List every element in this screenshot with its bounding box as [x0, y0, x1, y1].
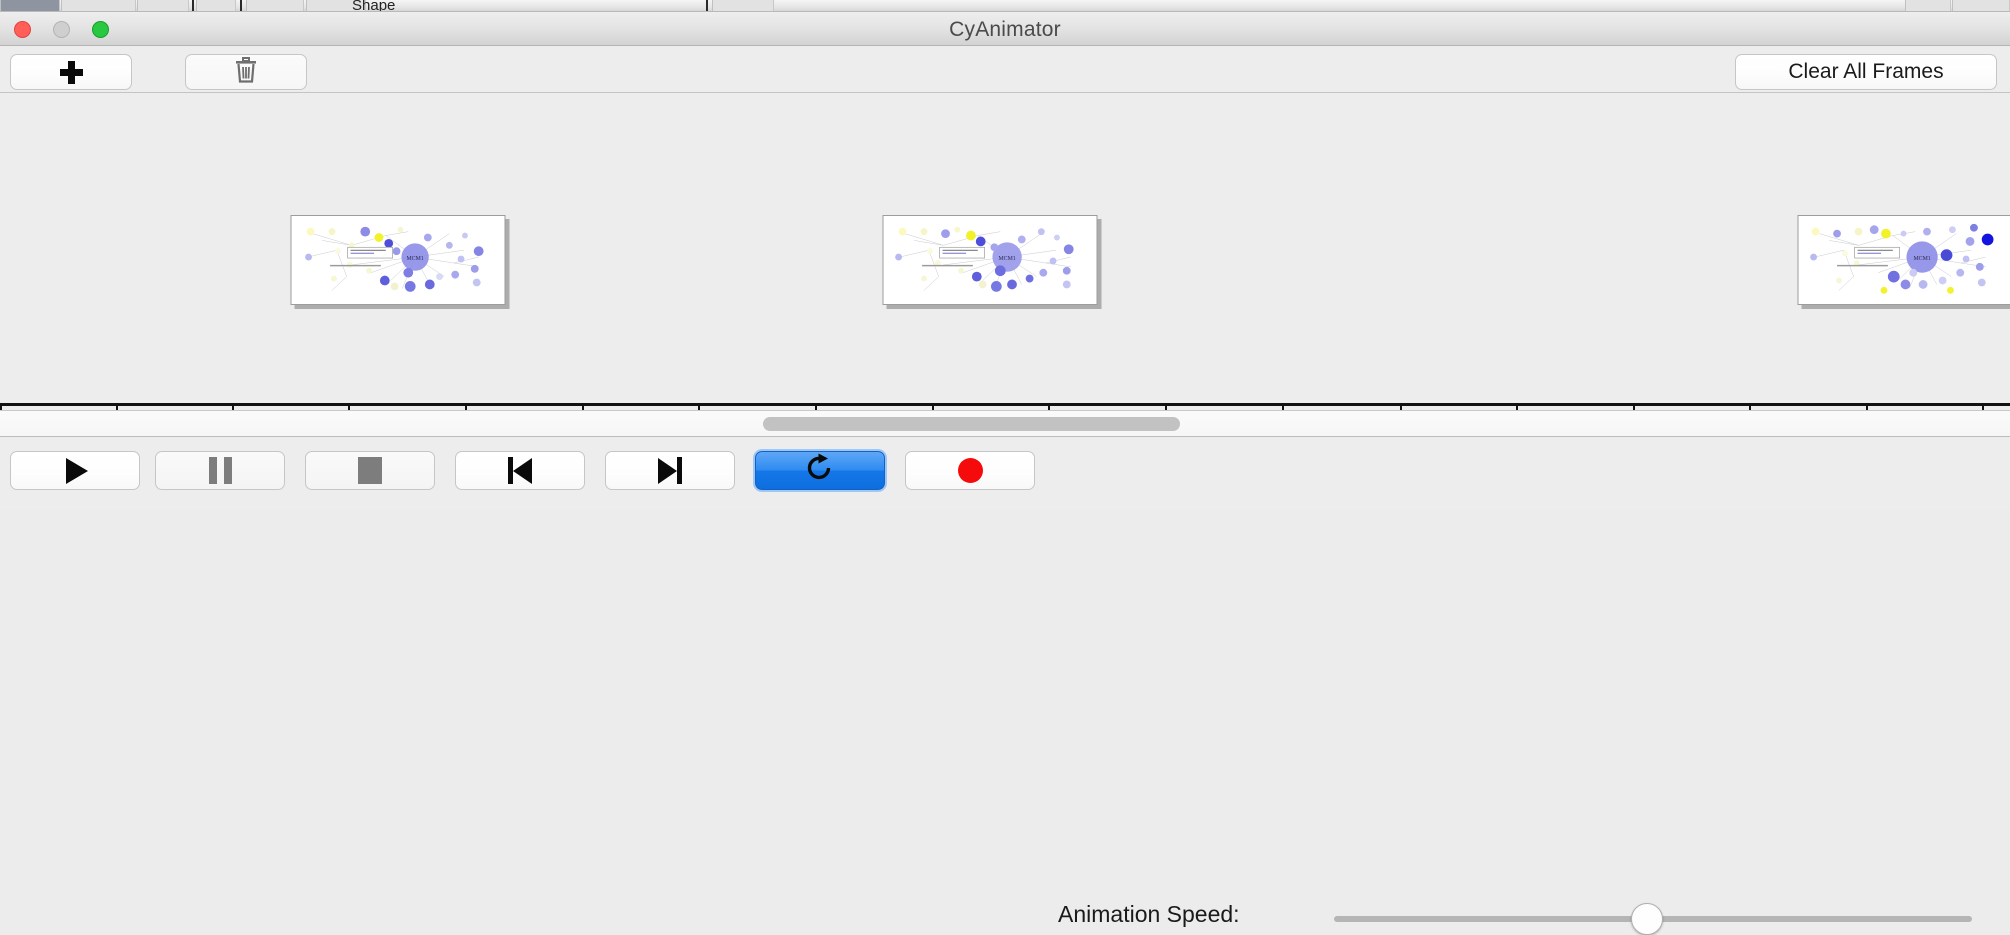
bg-window-tick: [706, 0, 708, 12]
animation-speed-slider[interactable]: [1334, 916, 1972, 922]
bg-window-segment: [712, 0, 774, 12]
bg-window-segment: [0, 0, 60, 12]
loop-icon: [804, 453, 836, 488]
timeline-axis: [0, 403, 2010, 406]
toolbar: Clear All Frames: [0, 46, 2010, 93]
stop-icon: [358, 457, 382, 484]
record-button[interactable]: [905, 451, 1035, 490]
horizontal-scrollbar[interactable]: [0, 411, 2010, 437]
bg-window-tick: [192, 0, 194, 12]
playback-bar: Animation Speed:: [0, 438, 2010, 510]
stop-button[interactable]: [305, 451, 435, 490]
svg-text:MCM1: MCM1: [1913, 256, 1930, 262]
bg-window-segment: [1905, 0, 1951, 12]
frame-thumbnail[interactable]: MCM1: [1798, 215, 2010, 305]
play-icon: [66, 458, 88, 484]
loop-button[interactable]: [755, 451, 885, 490]
bg-window-tick: [240, 0, 242, 12]
record-icon: [958, 458, 983, 483]
svg-text:MCM1: MCM1: [998, 256, 1015, 262]
bg-window-segment: [61, 0, 136, 12]
skip-end-icon: [658, 457, 682, 484]
clear-all-frames-button[interactable]: Clear All Frames: [1735, 54, 1997, 90]
bg-window-label: Shape: [352, 0, 395, 12]
horizontal-scrollbar-thumb[interactable]: [763, 417, 1180, 431]
clear-all-frames-label: Clear All Frames: [1788, 60, 1943, 84]
animation-speed-label: Animation Speed:: [1058, 901, 1240, 928]
bg-window-segment: [137, 0, 189, 12]
first-frame-button[interactable]: [455, 451, 585, 490]
network-thumbnail-image: MCM1: [292, 216, 505, 304]
svg-text:MCM1: MCM1: [406, 256, 423, 262]
trash-icon: [233, 56, 259, 89]
bg-window-segment: [1952, 0, 2010, 12]
play-button[interactable]: [10, 451, 140, 490]
plus-icon: [60, 61, 83, 84]
network-thumbnail-image: MCM1: [1799, 216, 2010, 304]
pause-button[interactable]: [155, 451, 285, 490]
skip-start-icon: [508, 457, 532, 484]
network-thumbnail-image: MCM1: [884, 216, 1097, 304]
bg-window-segment: [196, 0, 236, 12]
delete-frame-button[interactable]: [185, 54, 307, 90]
background-window-strip: Shape: [0, 0, 2010, 12]
timeline-panel[interactable]: MCM1: [0, 93, 2010, 411]
bg-window-segment: [246, 0, 304, 12]
pause-icon: [209, 457, 232, 484]
frame-thumbnail[interactable]: MCM1: [883, 215, 1098, 305]
add-frame-button[interactable]: [10, 54, 132, 90]
frame-thumbnail[interactable]: MCM1: [291, 215, 506, 305]
animation-speed-slider-thumb[interactable]: [1631, 903, 1663, 935]
window-titlebar: CyAnimator: [0, 12, 2010, 46]
window-title: CyAnimator: [0, 18, 2010, 42]
last-frame-button[interactable]: [605, 451, 735, 490]
